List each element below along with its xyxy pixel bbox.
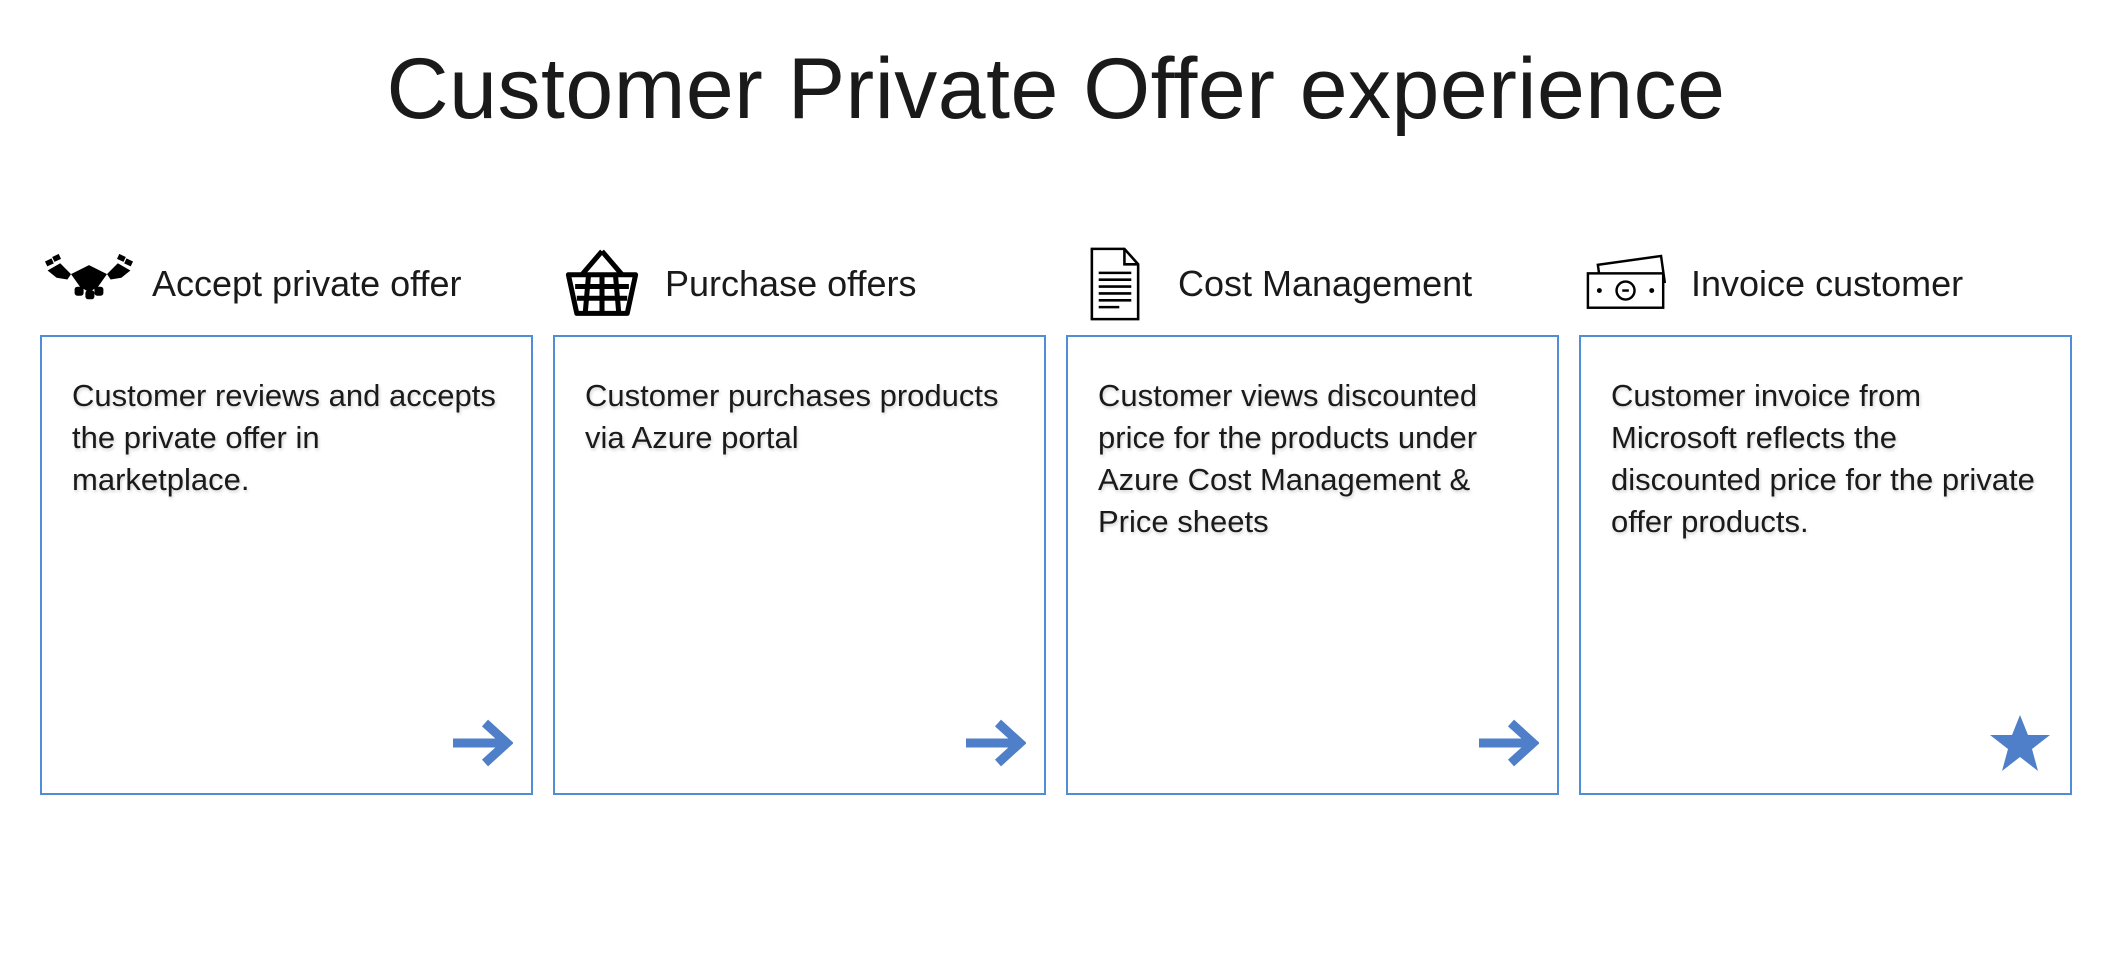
- basket-icon: [557, 244, 647, 324]
- diagram-root: Customer Private Offer experience: [0, 0, 2112, 965]
- star-icon: [1988, 711, 2052, 775]
- step-1: Accept private offer Customer reviews an…: [40, 239, 533, 795]
- arrow-right-icon: [449, 711, 513, 775]
- handshake-icon: [44, 244, 134, 324]
- step-3: Cost Management Customer views discounte…: [1066, 239, 1559, 795]
- steps-row: Accept private offer Customer reviews an…: [0, 239, 2112, 795]
- step-2-body: Customer purchases products via Azure po…: [585, 375, 1014, 459]
- step-1-body: Customer reviews and accepts the private…: [72, 375, 501, 501]
- step-3-header: Cost Management: [1066, 239, 1559, 329]
- arrow-right-icon: [1475, 711, 1539, 775]
- step-4-box: Customer invoice from Microsoft reflects…: [1579, 335, 2072, 795]
- step-1-heading: Accept private offer: [152, 263, 462, 305]
- step-1-header: Accept private offer: [40, 239, 533, 329]
- step-3-body: Customer views discounted price for the …: [1098, 375, 1527, 542]
- step-3-heading: Cost Management: [1178, 263, 1472, 305]
- cash-icon: [1583, 244, 1673, 324]
- step-2-header: Purchase offers: [553, 239, 1046, 329]
- step-1-box: Customer reviews and accepts the private…: [40, 335, 533, 795]
- document-icon: [1070, 244, 1160, 324]
- step-4-header: Invoice customer: [1579, 239, 2072, 329]
- step-2: Purchase offers Customer purchases produ…: [553, 239, 1046, 795]
- step-4-body: Customer invoice from Microsoft reflects…: [1611, 375, 2040, 542]
- page-title: Customer Private Offer experience: [0, 40, 2112, 139]
- arrow-right-icon: [962, 711, 1026, 775]
- step-4-heading: Invoice customer: [1691, 263, 1963, 305]
- step-2-box: Customer purchases products via Azure po…: [553, 335, 1046, 795]
- step-4: Invoice customer Customer invoice from M…: [1579, 239, 2072, 795]
- step-2-heading: Purchase offers: [665, 263, 916, 305]
- step-3-box: Customer views discounted price for the …: [1066, 335, 1559, 795]
